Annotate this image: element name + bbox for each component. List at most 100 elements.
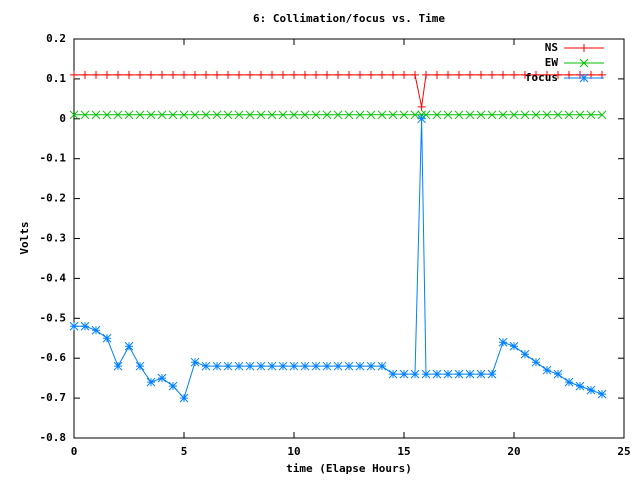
point-marker xyxy=(135,110,145,120)
point-marker xyxy=(509,341,519,351)
point-marker xyxy=(521,70,529,79)
point-marker xyxy=(80,110,90,120)
legend-marker xyxy=(579,73,589,83)
point-marker xyxy=(234,110,244,120)
point-marker xyxy=(245,110,255,120)
point-marker xyxy=(564,377,574,387)
point-marker xyxy=(212,361,222,371)
point-marker xyxy=(147,70,155,79)
point-marker xyxy=(417,102,426,111)
point-marker xyxy=(356,70,364,79)
point-marker xyxy=(410,369,420,379)
y-tick-label: 0.2 xyxy=(46,32,66,45)
point-marker xyxy=(355,110,365,120)
point-marker xyxy=(476,110,486,120)
point-marker xyxy=(499,70,507,79)
point-marker xyxy=(400,70,408,79)
point-marker xyxy=(213,70,221,79)
point-marker xyxy=(179,393,189,403)
point-marker xyxy=(333,361,343,371)
point-marker xyxy=(124,341,134,351)
x-tick-label: 25 xyxy=(617,445,630,458)
y-tick-label: -0.8 xyxy=(40,431,67,444)
point-marker xyxy=(245,361,255,371)
point-marker xyxy=(509,110,519,120)
point-marker xyxy=(366,361,376,371)
point-marker xyxy=(355,361,365,371)
point-marker xyxy=(278,110,288,120)
point-marker xyxy=(113,110,123,120)
point-marker xyxy=(575,110,585,120)
point-marker xyxy=(224,70,232,79)
point-marker xyxy=(543,70,551,79)
point-marker xyxy=(454,110,464,120)
point-marker xyxy=(344,110,354,120)
chart-title: 6: Collimation/focus vs. Time xyxy=(253,12,445,25)
point-marker xyxy=(586,385,596,395)
point-marker xyxy=(366,110,376,120)
point-marker xyxy=(488,70,496,79)
point-marker xyxy=(432,369,442,379)
point-marker xyxy=(597,110,607,120)
point-marker xyxy=(334,70,342,79)
point-marker xyxy=(91,325,101,335)
x-tick-label: 5 xyxy=(181,445,188,458)
point-marker xyxy=(498,110,508,120)
point-marker xyxy=(223,361,233,371)
point-marker xyxy=(422,70,430,79)
point-marker xyxy=(202,70,210,79)
point-marker xyxy=(103,70,111,79)
point-marker xyxy=(113,361,123,371)
point-marker xyxy=(389,70,397,79)
legend-label: NS xyxy=(545,41,558,54)
point-marker xyxy=(102,110,112,120)
point-marker xyxy=(69,110,79,120)
point-marker xyxy=(510,70,518,79)
point-marker xyxy=(279,70,287,79)
series xyxy=(70,70,606,111)
point-marker xyxy=(91,110,101,120)
point-marker xyxy=(300,361,310,371)
point-marker xyxy=(246,70,254,79)
point-marker xyxy=(378,70,386,79)
point-marker xyxy=(455,70,463,79)
point-marker xyxy=(433,70,441,79)
point-marker xyxy=(553,110,563,120)
y-tick-label: 0 xyxy=(59,112,66,125)
point-marker xyxy=(124,110,134,120)
point-marker xyxy=(575,381,585,391)
point-marker xyxy=(554,70,562,79)
point-marker xyxy=(235,70,243,79)
point-marker xyxy=(487,369,497,379)
point-marker xyxy=(498,337,508,347)
point-marker xyxy=(388,369,398,379)
point-marker xyxy=(168,381,178,391)
y-tick-label: -0.1 xyxy=(40,152,67,165)
point-marker xyxy=(180,70,188,79)
point-marker xyxy=(312,70,320,79)
point-marker xyxy=(432,110,442,120)
series xyxy=(69,114,607,403)
point-marker xyxy=(268,70,276,79)
point-marker xyxy=(531,110,541,120)
point-marker xyxy=(136,70,144,79)
point-marker xyxy=(102,333,112,343)
point-marker xyxy=(300,110,310,120)
point-marker xyxy=(476,369,486,379)
point-marker xyxy=(333,110,343,120)
series xyxy=(69,110,607,120)
y-tick-label: -0.6 xyxy=(40,351,67,364)
point-marker xyxy=(157,110,167,120)
point-marker xyxy=(311,110,321,120)
point-marker xyxy=(223,110,233,120)
point-marker xyxy=(597,389,607,399)
point-marker xyxy=(234,361,244,371)
y-tick-label: 0.1 xyxy=(46,72,66,85)
point-marker xyxy=(256,361,266,371)
legend-marker xyxy=(580,44,588,52)
point-marker xyxy=(135,361,145,371)
point-marker xyxy=(531,357,541,367)
point-marker xyxy=(290,70,298,79)
x-tick-label: 10 xyxy=(287,445,300,458)
point-marker xyxy=(322,110,332,120)
